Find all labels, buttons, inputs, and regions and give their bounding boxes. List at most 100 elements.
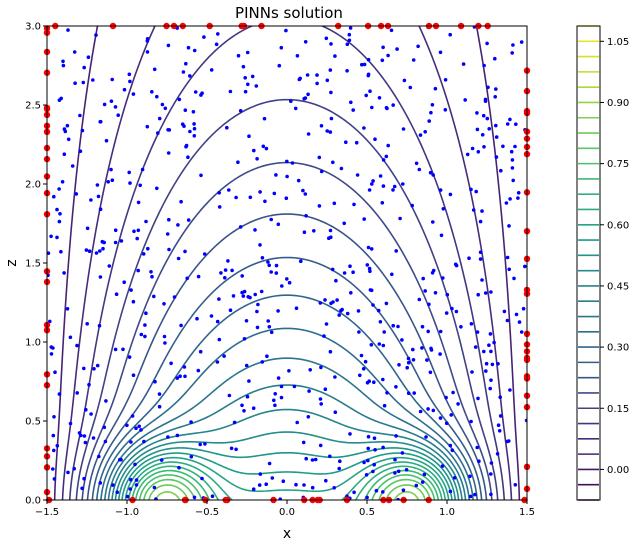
- collocation-point: [78, 113, 82, 118]
- collocation-point: [251, 487, 256, 492]
- collocation-point: [493, 56, 497, 61]
- collocation-point: [473, 492, 477, 497]
- collocation-point: [113, 347, 118, 352]
- collocation-point: [405, 365, 410, 370]
- collocation-point: [394, 249, 399, 253]
- collocation-point: [59, 96, 63, 101]
- collocation-point: [370, 182, 374, 186]
- collocation-point: [176, 256, 181, 261]
- collocation-point: [382, 330, 387, 334]
- collocation-point: [411, 58, 416, 62]
- collocation-point: [335, 298, 339, 302]
- collocation-point: [277, 63, 282, 68]
- collocation-point: [106, 180, 110, 184]
- collocation-point: [167, 217, 171, 222]
- collocation-point: [384, 301, 389, 306]
- collocation-point: [62, 127, 67, 131]
- collocation-point: [245, 50, 250, 55]
- collocation-point: [358, 373, 362, 378]
- collocation-point: [244, 363, 249, 368]
- collocation-point: [456, 402, 460, 406]
- collocation-point: [135, 236, 139, 241]
- collocation-point: [416, 44, 420, 49]
- collocation-point: [85, 322, 89, 326]
- collocation-point: [55, 443, 60, 448]
- contour-level-14: [111, 408, 463, 500]
- collocation-point: [328, 68, 333, 72]
- collocation-point: [507, 224, 511, 228]
- collocation-point: [102, 240, 106, 245]
- collocation-point: [475, 127, 480, 132]
- collocation-point: [163, 341, 167, 345]
- collocation-point: [476, 150, 481, 154]
- collocation-point: [369, 343, 374, 347]
- collocation-point: [511, 43, 515, 47]
- collocation-point: [444, 421, 449, 426]
- collocation-point: [119, 239, 124, 243]
- collocation-point: [380, 58, 385, 63]
- collocation-point: [156, 131, 160, 135]
- collocation-point: [196, 368, 201, 373]
- collocation-point: [438, 416, 443, 420]
- collocation-point: [480, 209, 484, 213]
- collocation-point: [138, 183, 142, 188]
- collocation-point: [139, 332, 144, 337]
- collocation-point: [145, 50, 150, 54]
- collocation-point: [223, 276, 227, 280]
- collocation-point: [140, 167, 145, 172]
- collocation-point: [497, 429, 502, 433]
- collocation-point: [159, 458, 164, 462]
- collocation-point: [381, 445, 385, 450]
- collocation-point: [476, 292, 481, 297]
- collocation-point: [184, 144, 188, 149]
- collocation-point: [352, 202, 356, 207]
- collocation-point: [507, 267, 512, 272]
- collocation-point: [52, 415, 56, 419]
- collocation-point: [339, 166, 344, 171]
- collocation-point: [248, 295, 252, 300]
- collocation-point: [145, 37, 150, 41]
- collocation-point: [145, 124, 150, 129]
- collocation-point: [284, 28, 288, 33]
- collocation-point: [202, 252, 207, 256]
- collocation-point: [131, 299, 136, 304]
- collocation-point: [315, 81, 319, 86]
- collocation-point: [240, 403, 244, 408]
- collocation-point: [131, 92, 136, 96]
- boundary-points: [43, 22, 531, 504]
- y-tick-label: 0.0: [25, 496, 41, 507]
- collocation-point: [406, 391, 411, 396]
- collocation-point: [333, 375, 337, 379]
- collocation-point: [279, 384, 284, 389]
- collocation-point: [480, 278, 484, 282]
- collocation-point: [366, 72, 371, 77]
- collocation-point: [162, 334, 167, 339]
- collocation-point: [217, 297, 221, 301]
- collocation-point: [450, 306, 454, 311]
- collocation-point: [98, 249, 102, 253]
- collocation-point: [209, 68, 214, 72]
- collocation-point: [244, 319, 249, 323]
- collocation-point: [86, 55, 91, 59]
- collocation-point: [312, 229, 316, 233]
- collocation-point: [183, 108, 188, 112]
- collocation-point: [229, 446, 234, 451]
- collocation-point: [262, 116, 267, 121]
- collocation-point: [47, 251, 51, 255]
- collocation-point: [490, 362, 495, 367]
- collocation-point: [74, 192, 79, 196]
- collocation-point: [134, 478, 139, 482]
- collocation-point: [306, 415, 311, 419]
- colorbar: 0.00 0.15 0.30 0.45 0.60 0.75 0.90 1.05: [576, 25, 629, 501]
- collocation-point: [52, 448, 56, 453]
- collocation-point: [390, 272, 394, 277]
- collocation-point: [294, 482, 298, 487]
- contour-level-18: [124, 456, 450, 500]
- collocation-point: [182, 124, 186, 128]
- collocation-point: [195, 316, 199, 321]
- collocation-point: [317, 155, 322, 160]
- collocation-point: [428, 370, 433, 375]
- collocation-point: [280, 284, 284, 288]
- collocation-point: [129, 477, 133, 482]
- collocation-point: [496, 423, 501, 428]
